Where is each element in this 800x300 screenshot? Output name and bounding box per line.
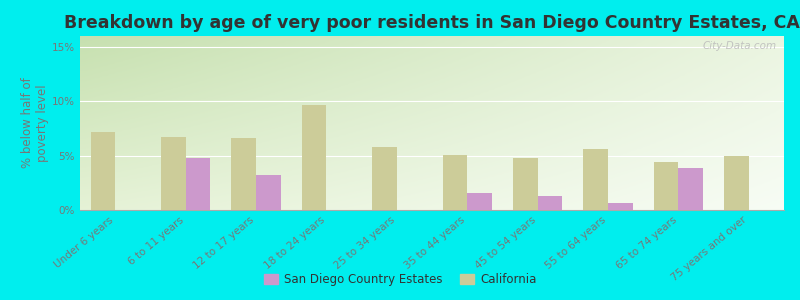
Bar bbox=[583, 149, 608, 210]
Bar bbox=[442, 154, 467, 210]
Bar bbox=[608, 203, 633, 210]
Legend: San Diego Country Estates, California: San Diego Country Estates, California bbox=[259, 269, 541, 291]
Bar bbox=[372, 147, 397, 210]
Bar bbox=[90, 132, 115, 210]
Text: City-Data.com: City-Data.com bbox=[703, 41, 777, 51]
Bar bbox=[724, 156, 749, 210]
Bar bbox=[186, 158, 210, 210]
Bar bbox=[256, 175, 281, 210]
Bar bbox=[678, 168, 703, 210]
Bar bbox=[513, 158, 538, 210]
Bar bbox=[538, 196, 562, 210]
Y-axis label: % below half of
poverty level: % below half of poverty level bbox=[22, 78, 50, 168]
Bar bbox=[302, 104, 326, 210]
Bar bbox=[161, 137, 186, 210]
Bar bbox=[231, 138, 256, 210]
Bar bbox=[467, 193, 492, 210]
Title: Breakdown by age of very poor residents in San Diego Country Estates, CA: Breakdown by age of very poor residents … bbox=[64, 14, 800, 32]
Bar bbox=[654, 162, 678, 210]
